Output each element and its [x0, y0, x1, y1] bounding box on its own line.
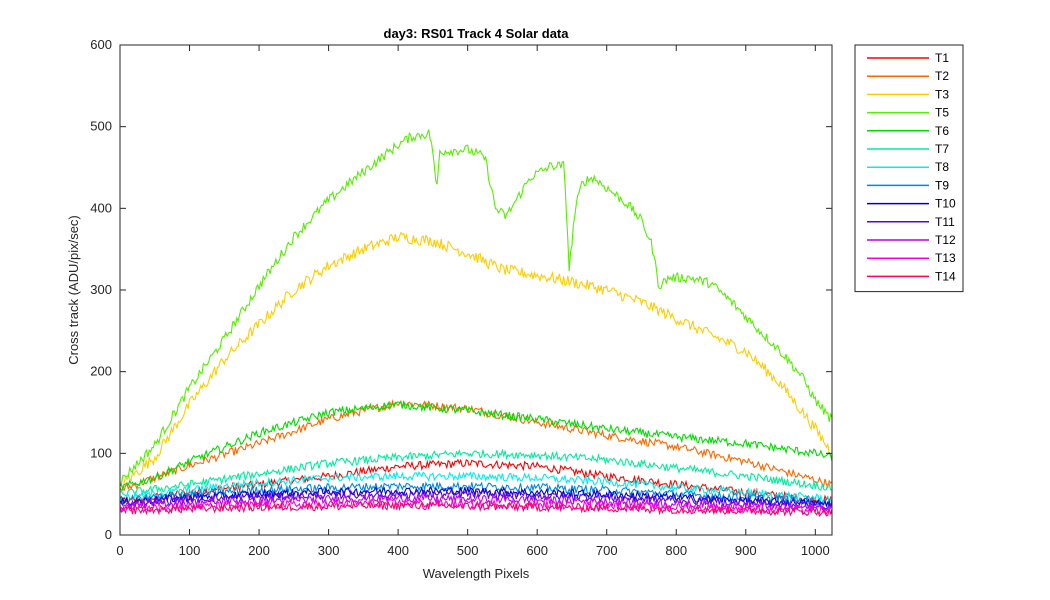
y-tick-label: 600 — [90, 37, 112, 52]
x-tick-label: 1000 — [801, 543, 830, 558]
y-tick-label: 200 — [90, 364, 112, 379]
x-tick-label: 300 — [318, 543, 340, 558]
series-line-t2 — [120, 399, 832, 491]
y-tick-label: 0 — [105, 527, 112, 542]
legend-label-t10: T10 — [935, 197, 956, 211]
plot-area — [120, 129, 832, 518]
legend-label-t3: T3 — [935, 87, 949, 101]
legend-label-t8: T8 — [935, 160, 949, 174]
series-line-t14 — [120, 500, 832, 518]
x-tick-label: 100 — [179, 543, 201, 558]
x-tick-label: 900 — [735, 543, 757, 558]
legend-label-t1: T1 — [935, 51, 949, 65]
x-tick-label: 600 — [526, 543, 548, 558]
series-line-t12 — [120, 492, 832, 514]
x-tick-label: 400 — [387, 543, 409, 558]
series-line-t1 — [120, 458, 832, 506]
x-tick-label: 800 — [665, 543, 687, 558]
legend-label-t13: T13 — [935, 251, 956, 265]
x-tick-label: 500 — [457, 543, 479, 558]
chart-title: day3: RS01 Track 4 Solar data — [384, 26, 570, 41]
series-line-t13 — [120, 498, 832, 516]
legend-label-t2: T2 — [935, 69, 949, 83]
legend-box — [854, 44, 964, 293]
x-axis-label: Wavelength Pixels — [423, 566, 530, 581]
series-line-t3 — [120, 231, 832, 490]
y-tick-label: 500 — [90, 119, 112, 134]
series-line-t6 — [120, 400, 832, 492]
x-tick-label: 200 — [248, 543, 270, 558]
legend: T1 T2 T3 T5 T6 T7 T8 T9 T10 T11 T12 T13 T14 — [854, 44, 964, 293]
series-line-t7 — [120, 448, 832, 498]
x-tick-label: 0 — [116, 543, 123, 558]
y-axis-label: Cross track (ADU/pix/sec) — [66, 215, 81, 365]
legend-label-t9: T9 — [935, 178, 949, 192]
y-tick-label: 400 — [90, 200, 112, 215]
legend-label-t14: T14 — [935, 269, 956, 283]
axes: 0 100 200 300 400 500 600 700 800 900 1000 0 100 200 3… — [90, 37, 833, 558]
series-line-t5 — [120, 129, 832, 487]
legend-label-t11: T11 — [935, 215, 955, 229]
legend-label-t5: T5 — [935, 106, 949, 120]
legend-label-t12: T12 — [935, 233, 956, 247]
series-line-t11 — [120, 488, 832, 511]
legend-label-t6: T6 — [935, 124, 949, 138]
series-line-t10 — [120, 486, 832, 510]
legend-label-t7: T7 — [935, 142, 949, 156]
x-tick-label: 700 — [596, 543, 618, 558]
y-tick-label: 300 — [90, 282, 112, 297]
series-line-t8 — [120, 470, 832, 504]
y-tick-label: 100 — [90, 445, 112, 460]
